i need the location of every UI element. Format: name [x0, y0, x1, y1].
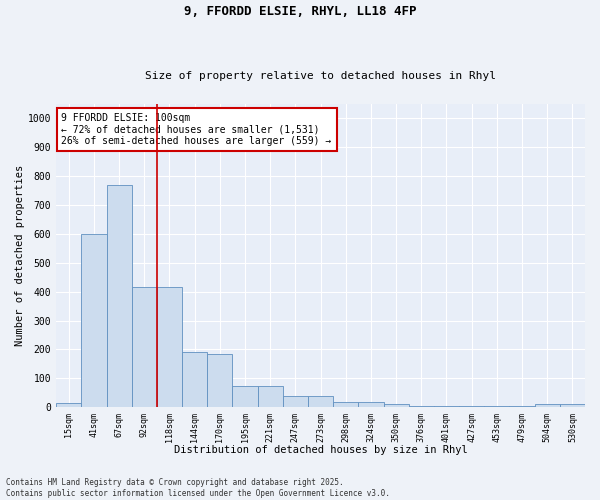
Bar — [409, 406, 434, 407]
Bar — [207, 354, 232, 408]
Bar — [383, 404, 409, 407]
Bar — [535, 404, 560, 407]
Bar — [283, 396, 308, 407]
Bar — [82, 234, 107, 408]
Title: Size of property relative to detached houses in Rhyl: Size of property relative to detached ho… — [145, 70, 496, 81]
Bar — [459, 406, 484, 407]
Text: Contains HM Land Registry data © Crown copyright and database right 2025.
Contai: Contains HM Land Registry data © Crown c… — [6, 478, 390, 498]
Bar — [509, 406, 535, 407]
X-axis label: Distribution of detached houses by size in Rhyl: Distribution of detached houses by size … — [173, 445, 467, 455]
Bar — [484, 406, 509, 407]
Bar — [560, 404, 585, 407]
Text: 9 FFORDD ELSIE: 100sqm
← 72% of detached houses are smaller (1,531)
26% of semi-: 9 FFORDD ELSIE: 100sqm ← 72% of detached… — [61, 112, 332, 146]
Bar — [56, 403, 82, 407]
Bar — [131, 288, 157, 408]
Bar — [182, 352, 207, 408]
Bar — [257, 386, 283, 407]
Bar — [157, 288, 182, 408]
Text: 9, FFORDD ELSIE, RHYL, LL18 4FP: 9, FFORDD ELSIE, RHYL, LL18 4FP — [184, 5, 416, 18]
Bar — [434, 406, 459, 407]
Y-axis label: Number of detached properties: Number of detached properties — [15, 165, 25, 346]
Bar — [308, 396, 333, 407]
Bar — [232, 386, 257, 407]
Bar — [107, 184, 131, 408]
Bar — [358, 402, 383, 407]
Bar — [333, 402, 358, 407]
